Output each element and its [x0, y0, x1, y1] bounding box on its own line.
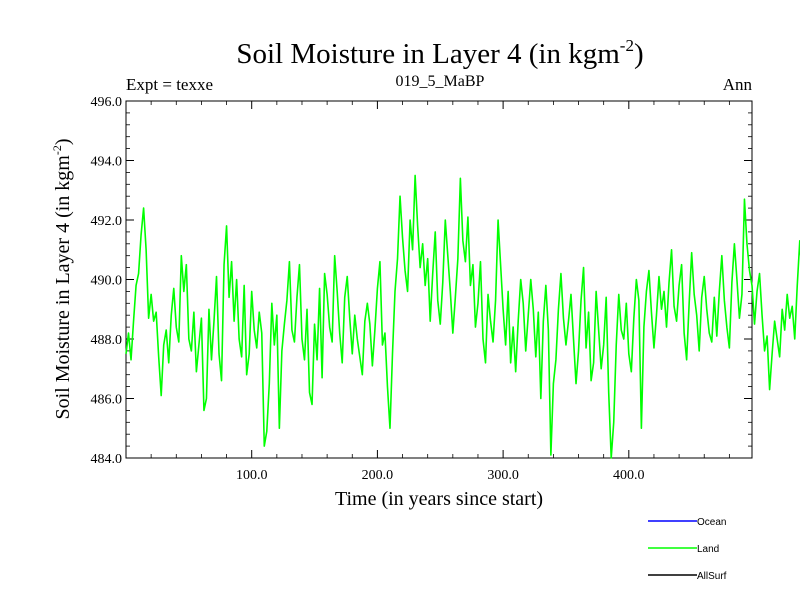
series-line-land [125, 174, 800, 459]
y-axis-label: Soil Moisture in Layer 4 (in kgm-2) [50, 138, 74, 419]
x-tick-label: 400.0 [613, 468, 645, 483]
legend-label-land: Land [697, 544, 719, 555]
y-axis-label-main: Soil Moisture in Layer 4 (in kgm [52, 155, 74, 420]
y-axis-label-close: ) [52, 138, 74, 145]
x-tick-label: 200.0 [362, 468, 394, 483]
y-tick-label: 484.0 [91, 452, 123, 467]
y-tick-label: 490.0 [91, 274, 123, 289]
y-tick-label: 492.0 [91, 214, 123, 229]
y-tick-label: 496.0 [91, 95, 123, 110]
period-label: Ann [723, 75, 753, 94]
chart-title-main: Soil Moisture in Layer 4 (in kgm [236, 38, 620, 70]
y-tick-label: 494.0 [91, 155, 123, 170]
y-tick-label: 486.0 [91, 393, 123, 408]
experiment-label: Expt = texxe [126, 75, 213, 94]
chart-title-superscript: -2 [620, 36, 634, 55]
chart-title: Soil Moisture in Layer 4 (in kgm-2) [236, 36, 643, 70]
subtitle-label: 019_5_MaBP [396, 73, 485, 90]
legend: Ocean Land AllSurf [648, 517, 727, 582]
x-tick-label: 100.0 [236, 468, 268, 483]
x-tick-label: 300.0 [487, 468, 519, 483]
y-axis-label-superscript: -2 [50, 145, 64, 155]
legend-label-ocean: Ocean [697, 517, 726, 528]
x-axis-label: Time (in years since start) [335, 488, 543, 510]
legend-label-allsurf: AllSurf [697, 571, 727, 582]
y-tick-label: 488.0 [91, 333, 123, 348]
chart-title-close: ) [634, 38, 644, 70]
axis-tick-labels: 484.0 486.0 488.0 490.0 492.0 494.0 496.0 100.0… [91, 95, 645, 483]
